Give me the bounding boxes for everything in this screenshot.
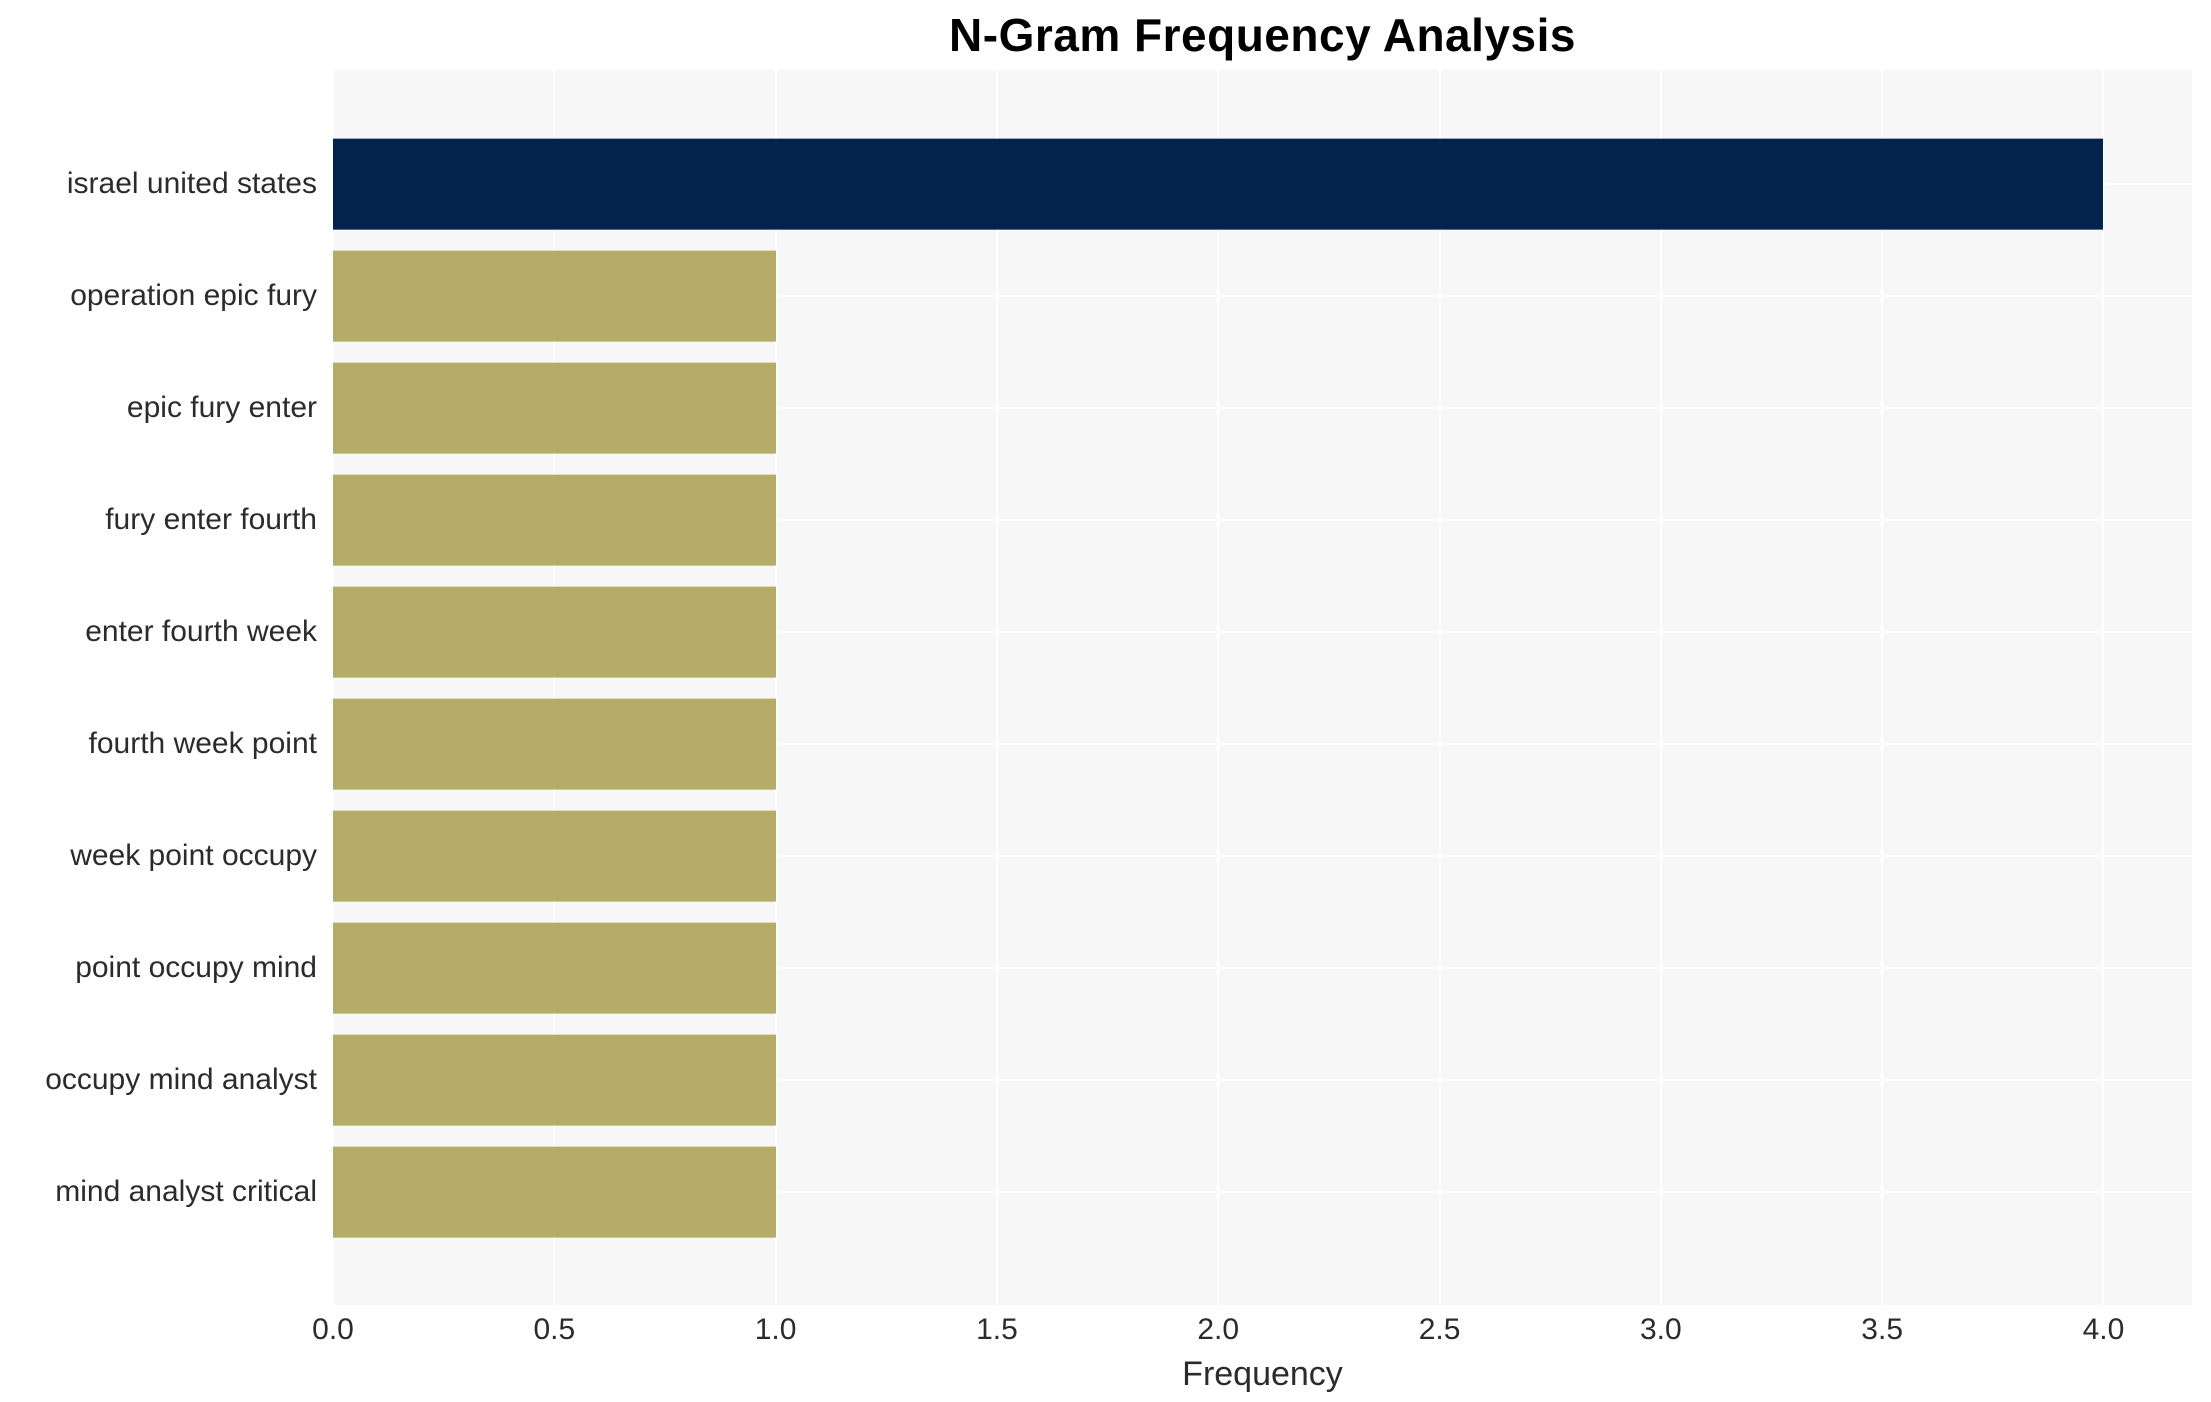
horizontal-gridline — [333, 1079, 2192, 1081]
vertical-gridline — [1438, 70, 1441, 1305]
vertical-gridline — [995, 70, 998, 1305]
y-axis-category-label: epic fury enter — [126, 391, 317, 424]
chart-title: N-Gram Frequency Analysis — [949, 9, 1576, 61]
chart-row: fury enter fourth — [0, 464, 2192, 576]
y-axis-category-label: occupy mind analyst — [45, 1063, 317, 1096]
y-axis-category-label: operation epic fury — [70, 279, 317, 312]
bar-zone — [333, 688, 2192, 800]
vertical-gridline — [332, 70, 334, 1305]
horizontal-gridline — [333, 743, 2192, 745]
bar-zone — [333, 128, 2192, 240]
x-axis-ticks: 0.0 0.5 1.0 1.5 2.0 2.5 3.0 3.5 4.0 — [312, 1313, 2192, 1353]
chart-row: mind analyst critical — [0, 1136, 2192, 1248]
horizontal-gridline — [333, 1191, 2192, 1193]
x-tick-label: 1.0 — [754, 1313, 797, 1346]
chart-row: operation epic fury — [0, 240, 2192, 352]
x-tick-label: 2.5 — [1418, 1313, 1461, 1346]
x-tick-label: 3.0 — [1639, 1313, 1682, 1346]
chart-row: enter fourth week — [0, 576, 2192, 688]
vertical-gridline — [2102, 70, 2105, 1305]
x-tick-label: 0.5 — [533, 1313, 576, 1346]
chart-row: fourth week point — [0, 688, 2192, 800]
y-axis-category-label: israel united states — [66, 167, 317, 200]
bar — [333, 922, 776, 1014]
bar — [333, 586, 776, 678]
horizontal-gridline — [333, 407, 2192, 409]
x-tick-label: 0.0 — [312, 1313, 354, 1346]
horizontal-gridline — [333, 855, 2192, 857]
bar-zone — [333, 240, 2192, 352]
chart-row: israel united states — [0, 128, 2192, 240]
x-tick-label: 3.5 — [1861, 1313, 1904, 1346]
y-axis-category-label: point occupy mind — [75, 951, 317, 984]
bar-zone — [333, 800, 2192, 912]
bar — [333, 1146, 776, 1238]
bar — [333, 698, 776, 790]
bar — [333, 250, 776, 342]
vertical-gridline — [553, 70, 556, 1305]
chart-row: epic fury enter — [0, 352, 2192, 464]
bar-rows: israel united states operation epic fury e… — [0, 70, 2192, 1305]
horizontal-gridline — [333, 631, 2192, 633]
chart-row: point occupy mind — [0, 912, 2192, 1024]
y-axis-category-label: enter fourth week — [85, 615, 317, 648]
bar — [333, 474, 776, 566]
bar — [333, 810, 776, 902]
horizontal-gridline — [333, 967, 2192, 969]
horizontal-gridline — [333, 519, 2192, 521]
x-tick-label: 1.5 — [976, 1313, 1018, 1346]
x-axis-label: Frequency — [1182, 1355, 1343, 1393]
x-tick-label: 4.0 — [2082, 1313, 2125, 1346]
bar-zone — [333, 1136, 2192, 1248]
y-axis-category-label: mind analyst critical — [55, 1175, 317, 1208]
bar-zone — [333, 912, 2192, 1024]
y-axis-category-label: week point occupy — [70, 839, 317, 872]
horizontal-gridline — [333, 295, 2192, 297]
bar — [333, 362, 776, 454]
bar-zone — [333, 1024, 2192, 1136]
bar — [333, 1034, 776, 1126]
y-axis-category-label: fourth week point — [88, 727, 317, 760]
x-tick-label: 2.0 — [1197, 1313, 1240, 1346]
vertical-gridline — [774, 70, 777, 1305]
vertical-gridline — [1217, 70, 1220, 1305]
vertical-gridline — [1659, 70, 1662, 1305]
bar-zone — [333, 464, 2192, 576]
bar-zone — [333, 576, 2192, 688]
chart-row: week point occupy — [0, 800, 2192, 912]
vertical-gridline — [1881, 70, 1884, 1305]
bar — [333, 138, 2104, 230]
bar-zone — [333, 352, 2192, 464]
chart-row: occupy mind analyst — [0, 1024, 2192, 1136]
y-axis-category-label: fury enter fourth — [105, 503, 317, 536]
